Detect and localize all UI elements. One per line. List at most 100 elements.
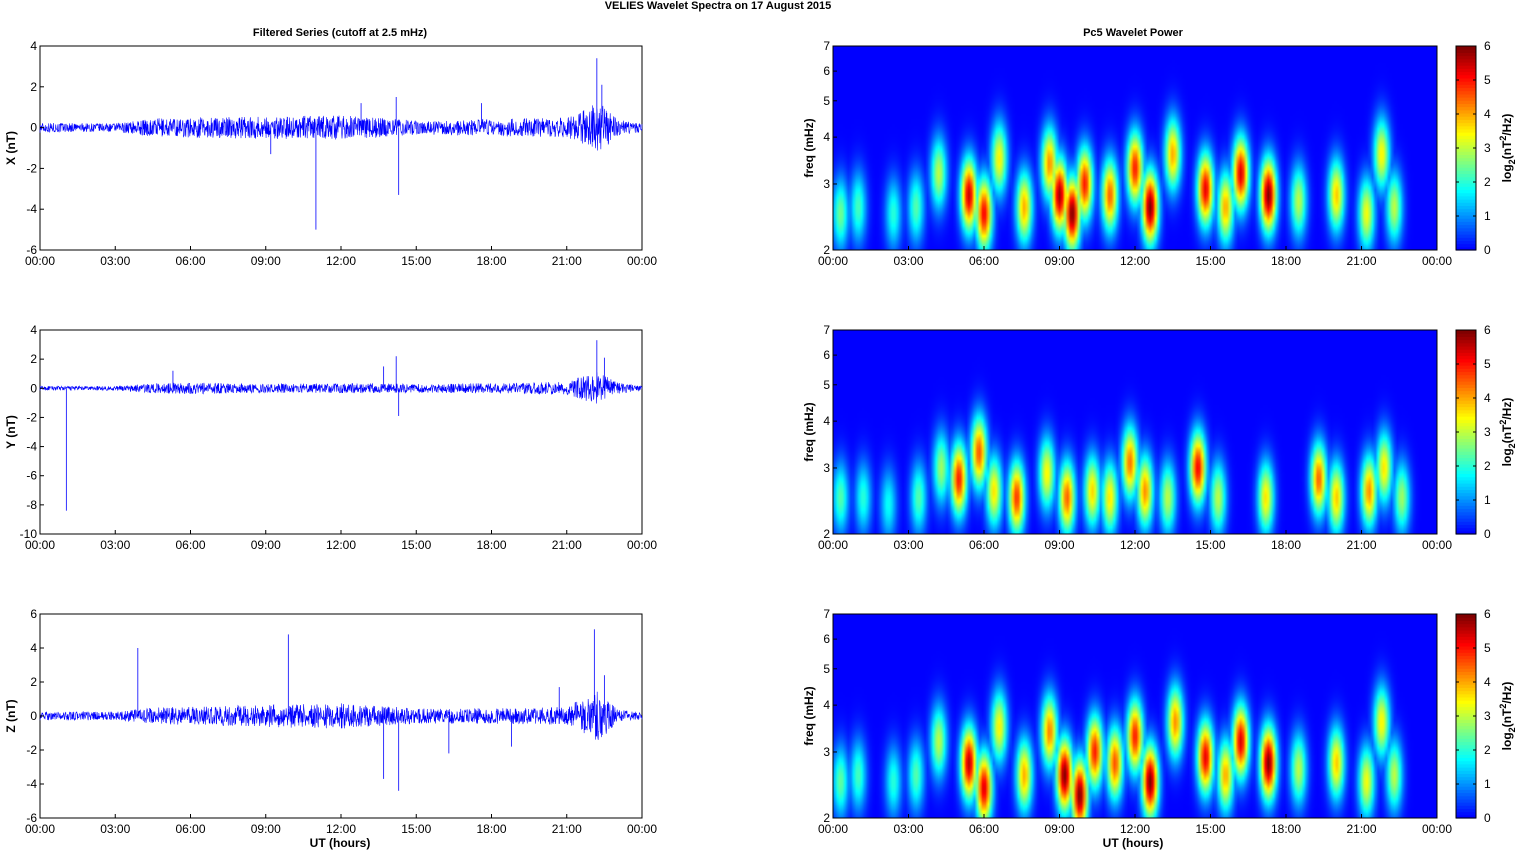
wavelet-xtick-label: 18:00 <box>1271 822 1301 836</box>
colorbar-swatch <box>1456 112 1476 117</box>
wavelet-xtick-label: 09:00 <box>1044 822 1074 836</box>
colorbar-swatch <box>1456 119 1476 124</box>
series-xtick-label: 06:00 <box>175 538 205 552</box>
series-xtick-label: 03:00 <box>100 822 130 836</box>
ylabel: X (nT) <box>4 131 18 165</box>
plot-layer: 420-2-4-600:00 03:00 06:00 09:00 12:00 15:00 1… <box>4 39 1517 836</box>
colorbar-label-part: log <box>1500 164 1514 182</box>
colorbar-swatch <box>1456 665 1476 669</box>
colorbar-swatch <box>1456 719 1476 723</box>
colorbar-swatch <box>1456 349 1476 353</box>
colorbar-swatch <box>1456 97 1476 101</box>
colorbar-swatch <box>1456 77 1476 82</box>
freq-tick-label: 3 <box>823 461 830 475</box>
wavelet-xtick-label: 12:00 <box>1120 822 1150 836</box>
colorbar-tick-label: 4 <box>1484 391 1491 405</box>
colorbar-swatch <box>1456 661 1476 666</box>
colorbar-swatch <box>1456 368 1476 373</box>
colorbar-swatch <box>1456 342 1476 347</box>
plot-frame <box>39 329 643 535</box>
colorbar-swatch <box>1456 55 1476 60</box>
colorbar-swatch <box>1456 103 1476 108</box>
colorbar-tick-label: 1 <box>1484 493 1491 507</box>
colorbar-label: log2(nT2/Hz) <box>1498 682 1517 751</box>
colorbar-label-part: log <box>1500 732 1514 750</box>
colorbar-swatch <box>1456 744 1476 749</box>
colorbar-label: log2(nT2/Hz) <box>1498 398 1517 467</box>
colorbar-swatch <box>1456 330 1476 334</box>
timeseries-panel-x: 420-2-4-600:00 03:00 06:00 09:00 12:00 15:00 1… <box>4 39 657 268</box>
colorbar-label-part: 2 <box>1507 443 1517 448</box>
colorbar-swatch <box>1456 463 1476 468</box>
figure-suptitle: VELIES Wavelet Spectra on 17 August 2015 <box>605 0 832 12</box>
wavelet-heatmap <box>833 614 1437 818</box>
left-xlabel: UT (hours) <box>310 836 371 850</box>
colorbar-tick-label: 5 <box>1484 641 1491 655</box>
right-column-title: Pc5 Wavelet Power <box>1083 27 1184 39</box>
freq-tick-label: 2 <box>823 243 830 257</box>
series-xtick-label: 18:00 <box>476 538 506 552</box>
freq-tick-label: 5 <box>823 94 830 108</box>
colorbar-swatch <box>1456 138 1476 143</box>
colorbar-swatch <box>1456 128 1476 133</box>
colorbar-swatch <box>1456 218 1476 222</box>
wavelet-xtick-label: 09:00 <box>1044 254 1074 268</box>
series-xtick-label: 06:00 <box>175 254 205 268</box>
colorbar-label-part: 2 <box>1507 159 1517 164</box>
freq-tick-label: 3 <box>823 177 830 191</box>
colorbar-swatch <box>1456 524 1476 529</box>
colorbar-swatch <box>1456 144 1476 149</box>
colorbar-tick-label: 2 <box>1484 743 1491 757</box>
colorbar-tick-label: 6 <box>1484 39 1491 53</box>
colorbar-swatch <box>1456 208 1476 213</box>
colorbar-swatch <box>1456 154 1476 159</box>
wavelet-xtick-label: 06:00 <box>969 822 999 836</box>
colorbar-swatch <box>1456 444 1476 449</box>
colorbar-swatch <box>1456 81 1476 85</box>
colorbar-swatch <box>1456 511 1476 516</box>
ytick-label: 0 <box>30 121 37 135</box>
colorbar-swatch <box>1456 186 1476 191</box>
series-xtick-label: 06:00 <box>175 822 205 836</box>
colorbar-swatch <box>1456 652 1476 657</box>
colorbar-swatch <box>1456 125 1476 130</box>
colorbar-swatch <box>1456 135 1476 140</box>
colorbar-swatch <box>1456 693 1476 698</box>
series-xtick-label: 21:00 <box>552 822 582 836</box>
colorbar-swatch <box>1456 333 1476 337</box>
wavelet-xtick-label: 00:00 <box>1422 538 1452 552</box>
colorbar-swatch <box>1456 425 1476 430</box>
colorbar-swatch <box>1456 214 1476 219</box>
ylabel: Z (nT) <box>4 699 18 732</box>
colorbar-swatch <box>1456 738 1476 743</box>
series-xtick-label: 00:00 <box>627 254 657 268</box>
series-xtick-label: 09:00 <box>251 822 281 836</box>
series-trace <box>39 372 643 404</box>
colorbar-tick-label: 6 <box>1484 323 1491 337</box>
colorbar-swatch <box>1456 703 1476 708</box>
colorbar-swatch <box>1456 757 1476 762</box>
colorbar-tick-label: 1 <box>1484 777 1491 791</box>
colorbar-swatch <box>1456 649 1476 653</box>
freq-tick-label: 6 <box>823 348 830 362</box>
colorbar-swatch <box>1456 467 1476 471</box>
colorbar-swatch <box>1456 674 1476 679</box>
freq-tick-label: 7 <box>823 607 830 621</box>
colorbar-swatch <box>1456 530 1476 535</box>
colorbar-swatch <box>1456 46 1476 50</box>
colorbar-swatch <box>1456 170 1476 175</box>
colorbar-swatch <box>1456 760 1476 765</box>
colorbar-swatch <box>1456 642 1476 647</box>
wavelet-heatmap <box>833 330 1437 534</box>
colorbar-swatch <box>1456 776 1476 781</box>
colorbar-swatch <box>1456 116 1476 120</box>
colorbar-swatch <box>1456 782 1476 787</box>
wavelet-xtick-label: 15:00 <box>1195 538 1225 552</box>
series-trace <box>39 691 643 740</box>
colorbar-swatch <box>1456 205 1476 210</box>
colorbar-swatch <box>1456 192 1476 197</box>
series-xtick-label: 00:00 <box>25 254 55 268</box>
colorbar-swatch <box>1456 502 1476 506</box>
colorbar-swatch <box>1456 802 1476 806</box>
colorbar-swatch <box>1456 626 1476 631</box>
